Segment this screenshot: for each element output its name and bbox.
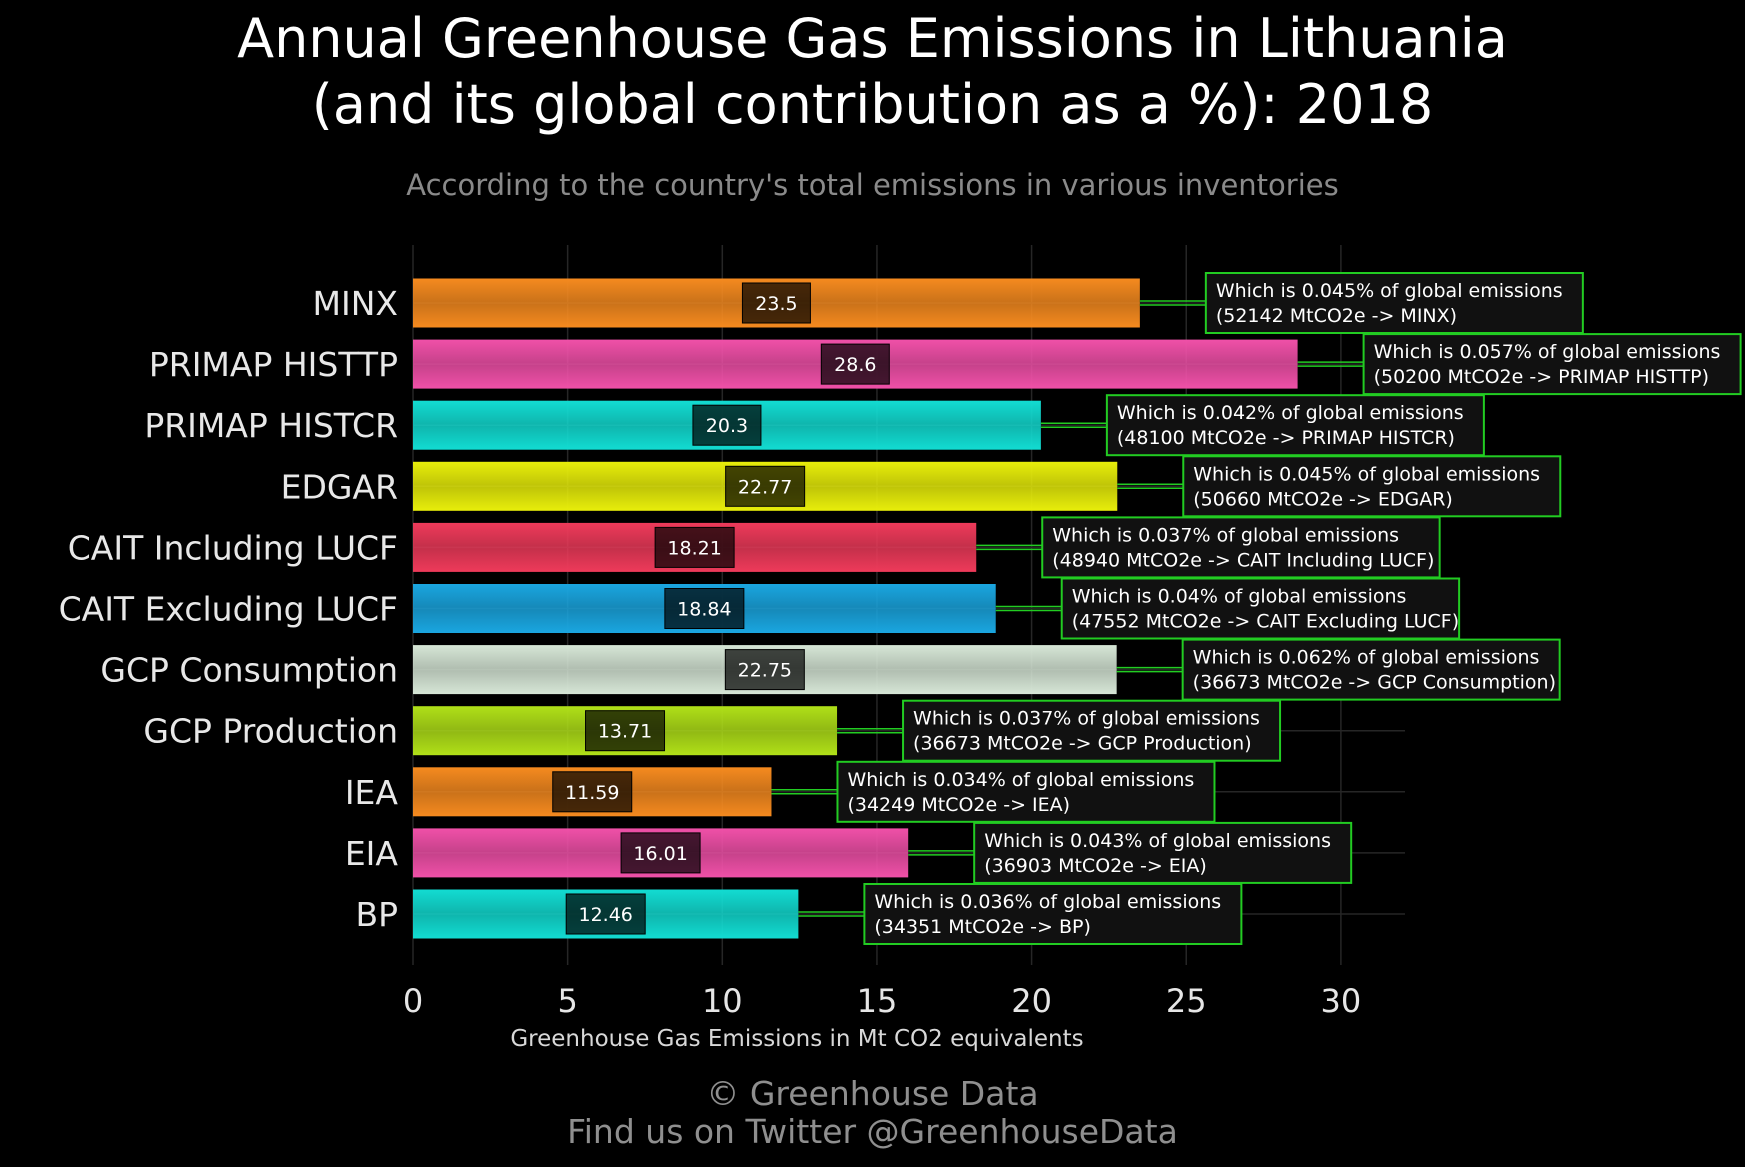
value-label-box-cait-including-lucf <box>654 526 735 568</box>
annotation-box-edgar <box>1182 455 1562 518</box>
annotation-line1-iea: Which is 0.034% of global emissions <box>847 769 1194 791</box>
category-label-minx: MINX <box>313 284 399 323</box>
category-label-primap-histcr: PRIMAP HISTCR <box>144 406 398 445</box>
value-label-gcp-production: 13.71 <box>598 721 652 743</box>
bars: 23.5 28.6 20.3 22.77 18.21 18.84 22.75 13.71 11.… <box>413 278 1298 939</box>
bar-chart: 23.5 28.6 20.3 22.77 18.21 18.84 22.75 13.71 11.… <box>59 245 1742 1052</box>
chart-title: Annual Greenhouse Gas Emissions in Lithu… <box>0 6 1745 138</box>
x-tick-label-5: 5 <box>557 982 577 1020</box>
annotation-line1-primap-histtp: Which is 0.057% of global emissions <box>1374 341 1721 363</box>
value-label-cait-excluding-lucf: 18.84 <box>677 599 731 621</box>
x-tick-label-30: 30 <box>1321 982 1362 1020</box>
annotation-line2-edgar: (50660 MtCO2e -> EDGAR) <box>1193 488 1453 510</box>
annotation-line2-iea: (34249 MtCO2e -> IEA) <box>847 794 1070 816</box>
category-label-iea: IEA <box>345 773 399 812</box>
annotation-box-primap-histcr <box>1105 394 1485 457</box>
value-label-gcp-consumption: 22.75 <box>738 660 792 682</box>
value-label-edgar: 22.77 <box>738 476 792 498</box>
annotation-line1-gcp-consumption: Which is 0.062% of global emissions <box>1193 647 1540 669</box>
category-label-edgar: EDGAR <box>281 467 398 506</box>
value-label-minx: 23.5 <box>755 293 797 315</box>
annotation-line1-primap-histcr: Which is 0.042% of global emissions <box>1117 402 1464 424</box>
annotation-line2-primap-histcr: (48100 MtCO2e -> PRIMAP HISTCR) <box>1117 427 1455 449</box>
chart-title-line2: (and its global contribution as a %): 20… <box>311 73 1434 136</box>
value-label-box-cait-excluding-lucf <box>664 588 745 629</box>
category-label-bp: BP <box>355 895 398 934</box>
value-label-box-gcp-production <box>585 710 666 752</box>
annotation-line2-gcp-production: (36673 MtCO2e -> GCP Production) <box>913 733 1252 755</box>
annotation-box-primap-histtp <box>1362 333 1742 396</box>
annotation-box-eia <box>973 821 1353 884</box>
value-label-primap-histtp: 28.6 <box>834 354 876 376</box>
value-label-box-bp <box>565 893 646 935</box>
category-label-primap-histtp: PRIMAP HISTTP <box>149 345 398 384</box>
category-label-gcp-consumption: GCP Consumption <box>100 651 398 690</box>
annotation-line2-primap-histtp: (50200 MtCO2e -> PRIMAP HISTTP) <box>1374 366 1709 388</box>
value-label-box-minx <box>741 282 811 324</box>
chart-subtitle: According to the country's total emissio… <box>406 168 1339 202</box>
annotation-box-bp <box>863 883 1243 945</box>
category-label-eia: EIA <box>345 834 399 873</box>
annotations: Which is 0.045% of global emissions (5214… <box>771 272 1742 945</box>
annotation-line2-eia: (36903 MtCO2e -> EIA) <box>984 855 1207 877</box>
annotation-line1-bp: Which is 0.036% of global emissions <box>874 891 1221 913</box>
annotation-line1-minx: Which is 0.045% of global emissions <box>1216 280 1563 302</box>
category-labels: MINX PRIMAP HISTTP PRIMAP HISTCR EDGAR CAIT … <box>59 284 399 934</box>
annotation-line1-gcp-production: Which is 0.037% of global emissions <box>913 708 1260 730</box>
annotation-line1-edgar: Which is 0.045% of global emissions <box>1193 463 1540 485</box>
annotation-line1-cait-including-lucf: Which is 0.037% of global emissions <box>1052 524 1399 546</box>
value-label-box-primap-histcr <box>692 404 762 446</box>
value-label-box-gcp-consumption <box>724 649 805 691</box>
value-label-box-primap-histtp <box>820 343 890 385</box>
chart-title-line1: Annual Greenhouse Gas Emissions in Lithu… <box>237 7 1508 70</box>
value-label-eia: 16.01 <box>633 843 687 865</box>
category-label-gcp-production: GCP Production <box>143 712 398 751</box>
value-label-iea: 11.59 <box>565 782 619 804</box>
annotation-line2-cait-including-lucf: (48940 MtCO2e -> CAIT Including LUCF) <box>1052 549 1434 571</box>
x-tick-label-10: 10 <box>702 982 743 1020</box>
value-label-box-iea <box>552 771 633 813</box>
annotation-line2-minx: (52142 MtCO2e -> MINX) <box>1216 305 1457 327</box>
value-label-box-edgar <box>725 465 806 507</box>
category-label-cait-including-lucf: CAIT Including LUCF <box>68 528 398 567</box>
annotation-box-gcp-production <box>902 699 1282 762</box>
x-tick-label-25: 25 <box>1166 982 1207 1020</box>
annotation-box-iea <box>836 760 1216 823</box>
x-tick-label-15: 15 <box>857 982 898 1020</box>
x-tick-label-20: 20 <box>1011 982 1052 1020</box>
x-axis-ticks: 0 5 10 15 20 25 30 <box>403 982 1361 1020</box>
value-label-primap-histcr: 20.3 <box>706 415 748 437</box>
annotation-line2-bp: (34351 MtCO2e -> BP) <box>874 916 1091 938</box>
value-label-box-eia <box>620 832 701 874</box>
annotation-box-cait-including-lucf <box>1041 516 1441 579</box>
x-tick-label-0: 0 <box>403 982 423 1020</box>
x-axis-label: Greenhouse Gas Emissions in Mt CO2 equiv… <box>510 1026 1083 1052</box>
footer-twitter: Find us on Twitter @GreenhouseData <box>567 1112 1178 1151</box>
annotation-line2-cait-excluding-lucf: (47552 MtCO2e -> CAIT Excluding LUCF) <box>1072 611 1459 633</box>
annotation-box-gcp-consumption <box>1181 638 1561 701</box>
annotation-line2-gcp-consumption: (36673 MtCO2e -> GCP Consumption) <box>1193 672 1556 694</box>
annotation-box-minx <box>1204 272 1584 334</box>
annotation-line1-eia: Which is 0.043% of global emissions <box>984 830 1331 852</box>
category-label-cait-excluding-lucf: CAIT Excluding LUCF <box>59 590 398 629</box>
annotation-box-cait-excluding-lucf <box>1060 577 1461 640</box>
value-label-cait-including-lucf: 18.21 <box>667 537 721 559</box>
footer-copyright: © Greenhouse Data <box>706 1074 1039 1113</box>
value-label-bp: 12.46 <box>578 904 632 926</box>
annotation-line1-cait-excluding-lucf: Which is 0.04% of global emissions <box>1072 586 1407 608</box>
